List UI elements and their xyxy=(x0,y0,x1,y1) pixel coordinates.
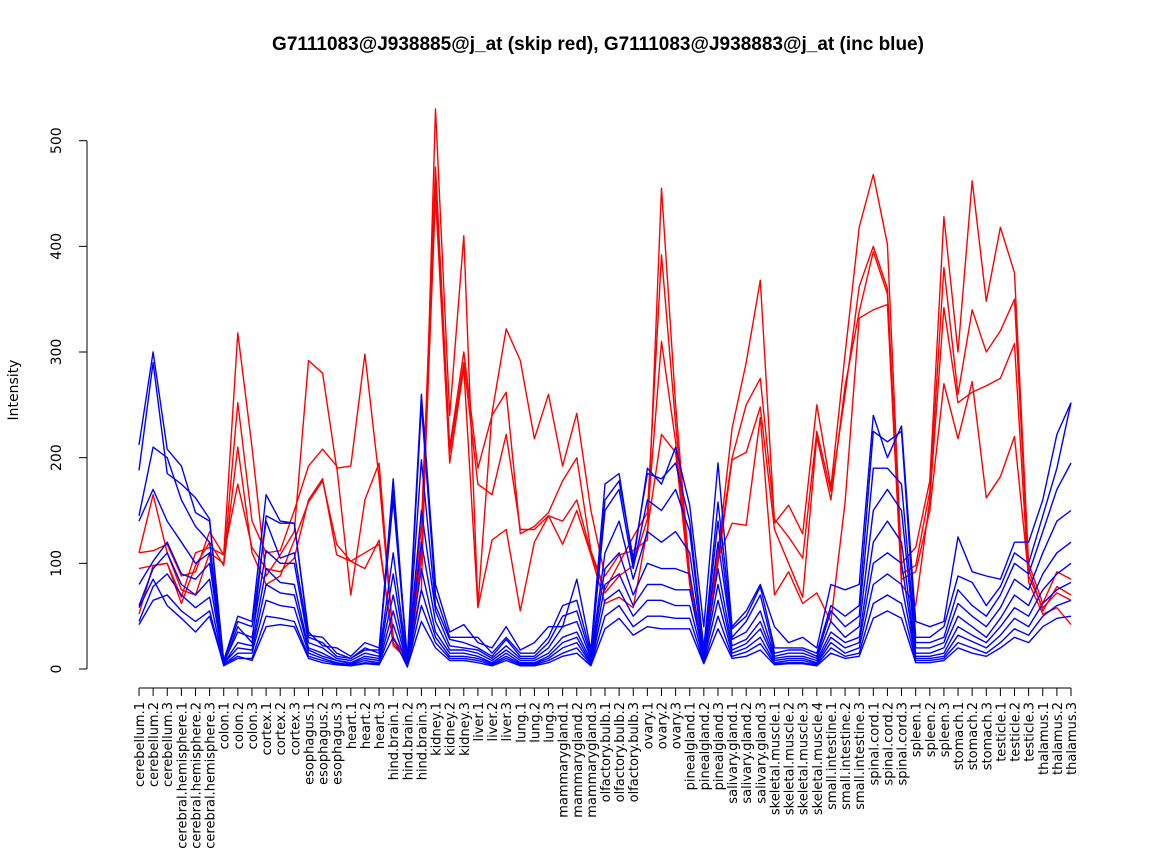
x-tick-label: cerebral.hemisphere.1 xyxy=(175,702,190,849)
x-tick-label: thalamus.1 xyxy=(1037,702,1052,775)
x-axis: cerebellum.1 cerebellum.2 cerebellum.3 cere… xyxy=(133,687,1080,849)
x-tick-label: small.intestine.2 xyxy=(839,702,854,810)
y-tick-label: 400 xyxy=(49,233,65,260)
x-tick-label: ovary.1 xyxy=(641,702,656,749)
x-tick-label: skeletal.muscle.2 xyxy=(783,702,798,815)
x-tick-label: spleen.2 xyxy=(924,702,939,757)
x-tick-label: liver.3 xyxy=(500,702,515,741)
x-tick-label: stomach.2 xyxy=(966,702,981,770)
x-tick-label: spinal.cord.2 xyxy=(881,702,896,785)
x-tick-label: mammarygland.2 xyxy=(571,702,586,818)
x-tick-label: colon.1 xyxy=(218,702,233,749)
x-tick-label: cerebral.hemisphere.2 xyxy=(189,702,204,849)
x-tick-label: colon.2 xyxy=(232,702,247,749)
y-tick-label: 200 xyxy=(49,444,65,471)
x-tick-label: cortex.2 xyxy=(274,702,289,755)
x-tick-label: cerebral.hemisphere.3 xyxy=(204,702,219,849)
x-tick-label: spleen.1 xyxy=(910,702,925,757)
y-tick-label: 0 xyxy=(49,665,65,674)
x-tick-label: liver.1 xyxy=(472,702,487,741)
x-tick-label: esophagus.2 xyxy=(317,702,332,785)
x-tick-label: kidney.2 xyxy=(444,702,459,756)
x-tick-label: mammarygland.3 xyxy=(585,702,600,818)
y-tick-label: 300 xyxy=(49,339,65,366)
y-axis: 0 100 200 300 400 500 xyxy=(49,127,88,674)
x-tick-label: esophagus.3 xyxy=(331,702,346,785)
x-tick-label: skeletal.muscle.4 xyxy=(811,702,826,815)
x-tick-label: salivary.gland.3 xyxy=(754,702,769,804)
x-tick-label: heart.3 xyxy=(373,702,388,749)
x-tick-label: mammarygland.1 xyxy=(557,702,572,818)
x-tick-label: cerebellum.3 xyxy=(161,702,176,787)
x-tick-label: hind.brain.1 xyxy=(387,702,402,780)
series-line-skip-3 xyxy=(138,194,1072,662)
x-tick-label: stomach.1 xyxy=(952,702,967,770)
series-line-skip-2 xyxy=(138,182,1072,664)
series-line-inc-12 xyxy=(138,578,1072,668)
x-tick-label: small.intestine.1 xyxy=(825,702,840,810)
x-tick-label: salivary.gland.2 xyxy=(740,702,755,804)
x-tick-label: thalamus.2 xyxy=(1051,702,1066,775)
x-tick-label: testicle.3 xyxy=(1023,702,1038,762)
x-tick-label: liver.2 xyxy=(486,702,501,741)
x-tick-label: skeletal.muscle.1 xyxy=(768,702,783,815)
x-tick-label: testicle.2 xyxy=(1009,702,1024,762)
x-tick-label: spleen.3 xyxy=(938,702,953,757)
x-tick-label: cerebellum.1 xyxy=(133,702,148,787)
x-tick-label: small.intestine.3 xyxy=(853,702,868,810)
series-group xyxy=(138,108,1072,668)
x-tick-label: testicle.1 xyxy=(994,702,1009,762)
x-tick-label: olfactory.bulb.3 xyxy=(627,702,642,802)
x-tick-label: heart.1 xyxy=(345,702,360,749)
x-tick-label: ovary.3 xyxy=(670,702,685,749)
x-tick-label: kidney.3 xyxy=(458,702,473,756)
x-tick-label: esophagus.1 xyxy=(302,702,317,785)
x-tick-label: ovary.2 xyxy=(655,702,670,749)
x-tick-label: olfactory.bulb.1 xyxy=(599,702,614,802)
y-axis-label: Intensity xyxy=(6,360,22,421)
x-tick-label: heart.2 xyxy=(359,702,374,749)
x-tick-label: skeletal.muscle.3 xyxy=(797,702,812,815)
chart-title: G7111083@J938885@j_at (skip red), G71110… xyxy=(272,34,924,55)
x-tick-label: kidney.1 xyxy=(430,702,445,756)
series-line-skip-1 xyxy=(138,166,1072,662)
x-tick-label: pinealgland.3 xyxy=(712,702,727,790)
y-tick-label: 100 xyxy=(49,550,65,577)
x-tick-label: spinal.cord.1 xyxy=(867,702,882,785)
x-tick-label: spinal.cord.3 xyxy=(896,702,911,785)
y-tick-label: 500 xyxy=(49,127,65,154)
x-tick-label: cerebellum.2 xyxy=(147,702,162,787)
x-tick-label: hind.brain.3 xyxy=(415,702,430,780)
x-tick-label: lung.1 xyxy=(514,702,529,743)
x-tick-label: cortex.3 xyxy=(288,702,303,755)
x-tick-label: lung.3 xyxy=(543,702,558,743)
x-tick-label: pinealgland.2 xyxy=(698,702,713,790)
x-tick-label: pinealgland.1 xyxy=(684,702,699,790)
x-tick-label: thalamus.3 xyxy=(1065,702,1080,775)
x-tick-label: lung.2 xyxy=(528,702,543,743)
x-tick-label: colon.3 xyxy=(246,702,261,749)
x-tick-label: hind.brain.2 xyxy=(401,702,416,780)
x-tick-label: olfactory.bulb.2 xyxy=(613,702,628,802)
x-tick-label: stomach.3 xyxy=(980,702,995,770)
x-tick-label: salivary.gland.1 xyxy=(726,702,741,804)
x-tick-label: cortex.1 xyxy=(260,702,275,755)
series-line-skip-0 xyxy=(138,108,1072,660)
